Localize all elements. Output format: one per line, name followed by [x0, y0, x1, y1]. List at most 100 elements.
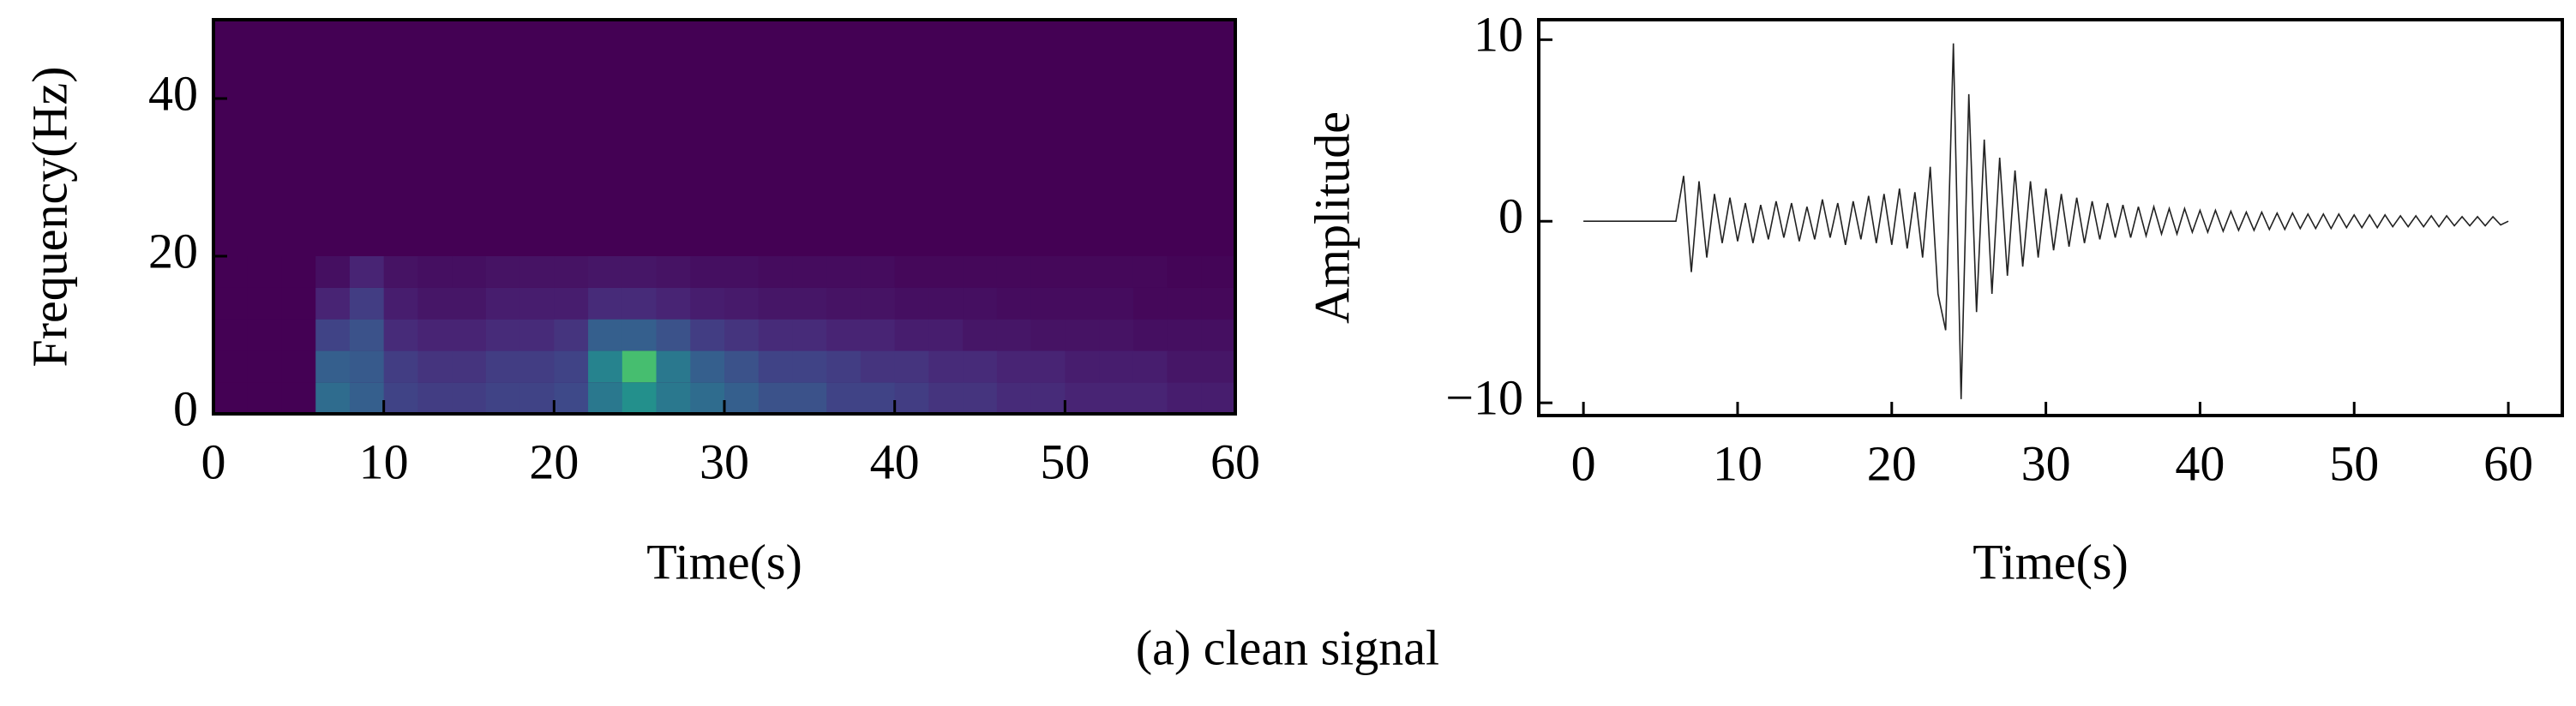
x-tick-label: 0 — [1571, 435, 1596, 491]
heat-cell — [519, 350, 555, 383]
heat-cell — [519, 287, 555, 320]
heat-cell — [1132, 350, 1168, 383]
heat-cell — [792, 256, 827, 288]
heat-cell — [213, 287, 249, 320]
x-tick-label: 0 — [201, 434, 226, 489]
heat-cell — [1065, 287, 1100, 320]
heat-cell — [1201, 319, 1236, 351]
heat-cell — [656, 256, 691, 288]
heat-cell — [213, 382, 249, 414]
heat-cell — [724, 256, 760, 288]
heat-cell — [996, 382, 1032, 414]
heat-cell — [621, 256, 658, 288]
heat-cell — [996, 350, 1032, 383]
heat-cell — [1099, 319, 1134, 351]
heat-cell — [826, 256, 862, 288]
heat-cell — [554, 287, 589, 320]
heat-cell — [860, 256, 896, 288]
heat-cell — [1132, 287, 1168, 320]
heat-cell — [894, 256, 929, 288]
x-tick-label: 10 — [1713, 435, 1762, 491]
heat-cell — [315, 287, 351, 320]
heat-cell — [860, 287, 896, 320]
x-tick-label: 30 — [2021, 435, 2071, 491]
heat-cell — [690, 319, 725, 351]
heat-cell — [928, 350, 964, 383]
heat-cell — [690, 287, 725, 320]
signal-line — [1583, 43, 2509, 399]
heat-cell — [588, 287, 623, 320]
y-tick-label: 0 — [173, 380, 198, 436]
heat-cell — [1099, 382, 1134, 414]
heat-cell — [621, 382, 658, 414]
heat-cell — [963, 350, 998, 383]
heat-cell — [1132, 382, 1168, 414]
heat-cell — [452, 350, 487, 383]
heat-cell — [417, 319, 453, 351]
heat-cell — [485, 287, 521, 320]
heat-cell — [417, 350, 453, 383]
heat-cell — [213, 350, 249, 383]
heat-cell — [1065, 319, 1100, 351]
heat-cell — [758, 350, 793, 383]
heat-cell — [588, 256, 623, 288]
heat-cell — [656, 382, 691, 414]
heat-cell — [1167, 350, 1202, 383]
heat-cell — [928, 382, 964, 414]
heat-cell — [826, 382, 862, 414]
heat-cell — [417, 287, 453, 320]
heat-cell — [690, 256, 725, 288]
heat-cell — [724, 382, 760, 414]
heat-cell — [656, 287, 691, 320]
x-tick-label: 60 — [2483, 435, 2533, 491]
heat-cell — [1167, 319, 1202, 351]
heat-cell — [247, 287, 282, 320]
heat-cell — [724, 287, 760, 320]
y-axis-label: Amplitude — [1304, 111, 1360, 324]
y-axis-label: Frequency(Hz) — [21, 66, 77, 367]
heat-cell — [519, 256, 555, 288]
heat-cell — [963, 382, 998, 414]
y-tick-label: 0 — [1498, 188, 1523, 244]
heat-cell — [554, 319, 589, 351]
x-tick-label: 40 — [870, 434, 920, 489]
heat-cell — [894, 350, 929, 383]
heat-cell — [1030, 319, 1066, 351]
heat-cell — [349, 350, 385, 383]
heat-cell — [452, 382, 487, 414]
heat-cell — [792, 287, 827, 320]
heat-cell — [826, 319, 862, 351]
heat-cell — [281, 287, 316, 320]
heat-cell — [724, 319, 760, 351]
heat-cell — [860, 382, 896, 414]
heat-cell — [485, 382, 521, 414]
heat-cell — [963, 319, 998, 351]
heat-cell — [792, 350, 827, 383]
heat-cell — [452, 319, 487, 351]
heat-cell — [383, 382, 418, 414]
heat-cell — [758, 382, 793, 414]
y-tick-label: 40 — [148, 65, 198, 121]
heat-cell — [894, 287, 929, 320]
heat-cell — [452, 256, 487, 288]
heat-cell — [247, 256, 282, 288]
heat-cell — [860, 319, 896, 351]
heat-cell — [247, 382, 282, 414]
heat-cell — [1099, 287, 1134, 320]
heat-cell — [588, 319, 623, 351]
heat-cell — [758, 319, 793, 351]
heat-cell — [1167, 256, 1202, 288]
heat-cell — [588, 382, 623, 414]
heat-cell — [281, 382, 316, 414]
heat-cell — [281, 256, 316, 288]
heat-cell — [315, 319, 351, 351]
heat-cell — [1201, 350, 1236, 383]
heat-cell — [281, 350, 316, 383]
x-tick-label: 40 — [2175, 435, 2225, 491]
heat-cell — [792, 382, 827, 414]
heat-cell — [417, 382, 453, 414]
x-axis-label: Time(s) — [646, 534, 802, 589]
x-tick-label: 50 — [1040, 434, 1090, 489]
x-tick-label: 10 — [359, 434, 409, 489]
